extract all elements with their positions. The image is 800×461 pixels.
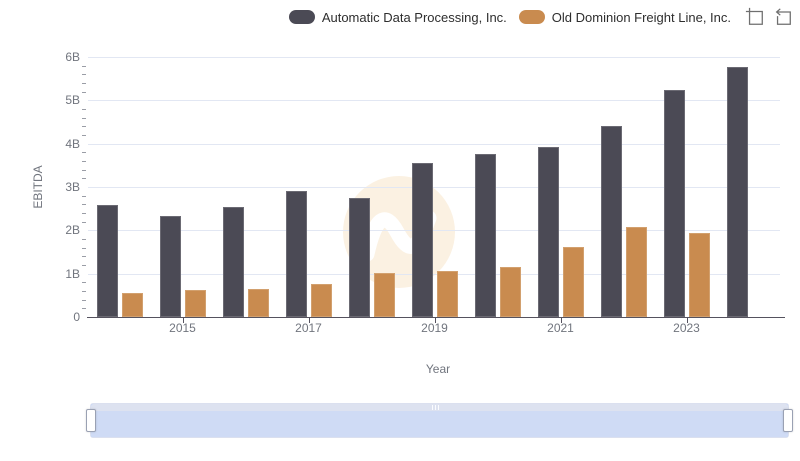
bar-2024-adp[interactable] [726, 66, 748, 317]
y-minor-tick [82, 282, 86, 284]
bar-2017-adp[interactable] [285, 190, 307, 317]
gridline-5B [88, 100, 780, 102]
x-tick [434, 318, 436, 323]
y-minor-tick [82, 221, 86, 223]
y-minor-tick [82, 126, 86, 128]
y-minor-tick [82, 299, 86, 301]
bar-2019-odfl[interactable] [436, 270, 458, 317]
y-minor-tick [82, 109, 86, 110]
y-tick-label: 3B [65, 180, 80, 194]
bar-2014-odfl[interactable] [121, 292, 143, 317]
y-minor-tick [82, 74, 86, 76]
bar-2014-adp[interactable] [96, 205, 118, 317]
gridline-6B [88, 57, 780, 58]
toolbox-zoom-icon[interactable] [745, 7, 765, 27]
legend-label-adp: Automatic Data Processing, Inc. [321, 9, 507, 25]
x-tick [182, 318, 184, 323]
gridline-2B [88, 230, 780, 232]
datazoom-data-shadow [91, 404, 788, 437]
bar-2022-odfl[interactable] [625, 227, 647, 317]
bar-2016-adp[interactable] [222, 206, 244, 317]
y-tick-label: 0 [73, 310, 80, 324]
datazoom-slider[interactable] [86, 403, 793, 438]
y-minor-tick [82, 83, 86, 84]
gridline-4B [88, 143, 780, 145]
legend-swatch-odfl [518, 10, 545, 24]
y-minor-tick [82, 247, 86, 249]
y-minor-tick [82, 256, 86, 258]
bar-2018-odfl[interactable] [373, 272, 395, 317]
y-minor-tick [82, 291, 86, 292]
y-minor-tick [82, 169, 86, 171]
y-minor-tick [82, 152, 86, 154]
x-tick-label-2019: 2019 [421, 321, 448, 335]
x-tick-label-2017: 2017 [295, 321, 322, 335]
plot-area: 0 1B 2B 3B 4B 5B 6B 2015 2017 2019 2021 2023 [65, 51, 785, 335]
legend-swatch-adp [288, 10, 315, 24]
y-minor-tick [82, 265, 86, 266]
y-minor-tick [82, 65, 86, 67]
y-tick-label: 6B [65, 50, 80, 64]
bar-2019-adp[interactable] [411, 163, 433, 317]
x-tick [560, 318, 562, 323]
bar-2015-odfl[interactable] [184, 289, 206, 317]
y-minor-tick [82, 135, 86, 136]
y-minor-tick [82, 195, 86, 197]
y-minor-tick [82, 117, 86, 119]
bar-2022-adp[interactable] [600, 125, 622, 317]
y-minor-tick [82, 213, 86, 214]
datazoom-move-grip[interactable] [432, 405, 439, 410]
y-minor-tick [82, 204, 86, 206]
bar-2023-odfl[interactable] [688, 233, 710, 317]
x-tick-label-2015: 2015 [169, 321, 196, 335]
y-tick-label: 1B [65, 266, 80, 281]
bar-2018-adp[interactable] [348, 198, 370, 317]
y-minor-tick [82, 161, 86, 162]
chart-toolbox [745, 7, 793, 27]
y-minor-tick [82, 239, 86, 240]
x-axis-title: Year [425, 362, 451, 376]
x-tick [308, 318, 310, 323]
legend-item-odfl[interactable]: Old Dominion Freight Line, Inc. [518, 9, 731, 25]
x-tick-label-2023: 2023 [673, 321, 700, 335]
gridline-1B [88, 273, 780, 275]
datazoom-track-top[interactable] [91, 404, 788, 411]
legend-item-adp[interactable]: Automatic Data Processing, Inc. [288, 9, 507, 25]
bar-2021-adp[interactable] [537, 146, 559, 317]
chart-legend: Automatic Data Processing, Inc. Old Domi… [288, 7, 793, 27]
toolbox-restore-icon[interactable] [773, 7, 793, 27]
y-minor-tick [82, 178, 86, 180]
y-minor-tick [82, 91, 86, 93]
x-tick [686, 318, 688, 323]
bar-2020-odfl[interactable] [499, 266, 521, 317]
bar-2020-adp[interactable] [474, 153, 496, 317]
legend-label-odfl: Old Dominion Freight Line, Inc. [551, 9, 731, 25]
gridline-3B [88, 187, 780, 188]
x-tick-label-2021: 2021 [547, 321, 574, 335]
bar-2015-adp[interactable] [159, 216, 181, 317]
bar-2021-odfl[interactable] [562, 246, 584, 317]
datazoom-left-handle[interactable] [86, 409, 96, 432]
y-tick-label: 2B [65, 223, 80, 238]
x-axis-line [87, 317, 785, 318]
y-tick-label: 4B [65, 136, 80, 151]
datazoom-right-handle[interactable] [783, 409, 793, 432]
bar-2017-odfl[interactable] [310, 284, 332, 317]
y-minor-tick [82, 308, 86, 310]
y-tick-label: 5B [65, 93, 80, 108]
bar-2016-odfl[interactable] [247, 288, 269, 317]
bar-2023-adp[interactable] [663, 89, 685, 317]
